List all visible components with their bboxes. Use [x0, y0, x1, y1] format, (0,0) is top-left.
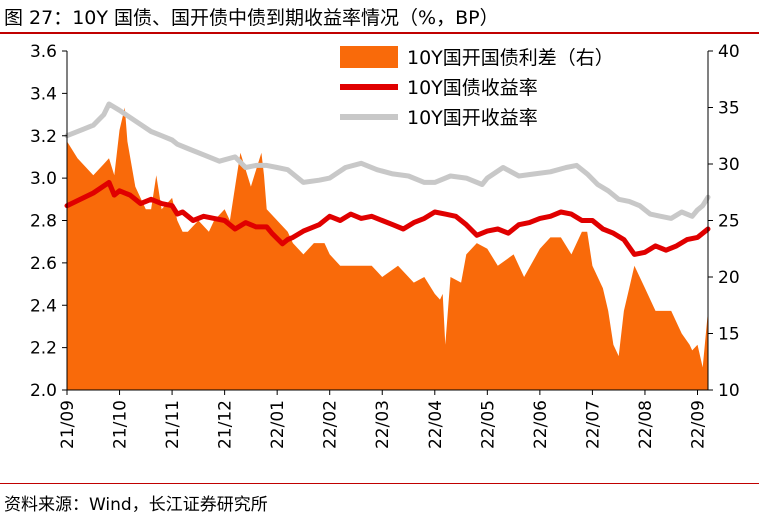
yield-lines-layer — [64, 101, 711, 257]
title-rule — [0, 32, 759, 34]
x-tick-label: 22/02 — [321, 400, 341, 449]
footer-rule — [0, 483, 759, 484]
legend: 10Y国开国债利差（右） 10Y国债收益率 10Y国开收益率 — [340, 46, 614, 129]
legend-swatch-spread — [340, 46, 398, 68]
left-tick-label: 2.2 — [30, 339, 57, 359]
x-tick-label: 22/05 — [478, 400, 498, 449]
right-tick-label: 30 — [718, 155, 740, 175]
left-tick-label: 3.2 — [30, 127, 57, 147]
x-tick-label: 21/11 — [163, 400, 183, 449]
right-tick-label: 35 — [718, 99, 740, 119]
yield-chart: 2.0 2.2 2.4 2.6 2.8 3.0 3.2 3.4 3.6 10 15 20 25 30 35 4… — [30, 42, 740, 449]
x-tick-label: 21/12 — [216, 400, 236, 449]
left-tick-label: 2.4 — [30, 296, 57, 316]
source-note: 资料来源：Wind，长江证券研究所 — [4, 495, 268, 515]
left-tick-label: 2.8 — [30, 212, 57, 232]
right-tick-label: 25 — [718, 212, 740, 232]
spread-area-layer — [67, 107, 708, 390]
spread-area — [67, 107, 708, 390]
gov-yield-line — [64, 179, 711, 257]
left-tick-label: 3.4 — [30, 84, 57, 104]
x-tick-label: 22/06 — [531, 400, 551, 449]
x-tick-label: 22/08 — [636, 400, 656, 449]
legend-label-gov: 10Y国债收益率 — [407, 77, 538, 99]
right-tick-label: 10 — [718, 381, 740, 401]
legend-label-spread: 10Y国开国债利差（右） — [407, 47, 614, 69]
x-tick-label: 21/10 — [111, 400, 131, 449]
left-tick-label: 3.6 — [30, 42, 57, 62]
right-tick-label: 20 — [718, 268, 740, 288]
right-tick-label: 15 — [718, 325, 740, 345]
x-tick-label: 22/09 — [688, 400, 708, 449]
left-tick-label: 3.0 — [30, 169, 57, 189]
legend-label-cdb: 10Y国开收益率 — [407, 107, 538, 129]
x-tick-label: 22/04 — [426, 400, 446, 449]
axes-layer: 2.0 2.2 2.4 2.6 2.8 3.0 3.2 3.4 3.6 10 15 20 25 30 35 4… — [30, 42, 740, 449]
figure-title: 图 27：10Y 国债、国开债中债到期收益率情况（%，BP） — [4, 7, 499, 29]
x-tick-label: 22/01 — [268, 400, 288, 449]
cdb-yield-line — [64, 101, 711, 221]
right-tick-label: 40 — [718, 42, 740, 62]
left-tick-label: 2.0 — [30, 381, 57, 401]
left-tick-label: 2.6 — [30, 254, 57, 274]
x-tick-label: 21/09 — [58, 400, 78, 449]
x-tick-label: 22/03 — [373, 400, 393, 449]
x-tick-label: 22/07 — [583, 400, 603, 449]
